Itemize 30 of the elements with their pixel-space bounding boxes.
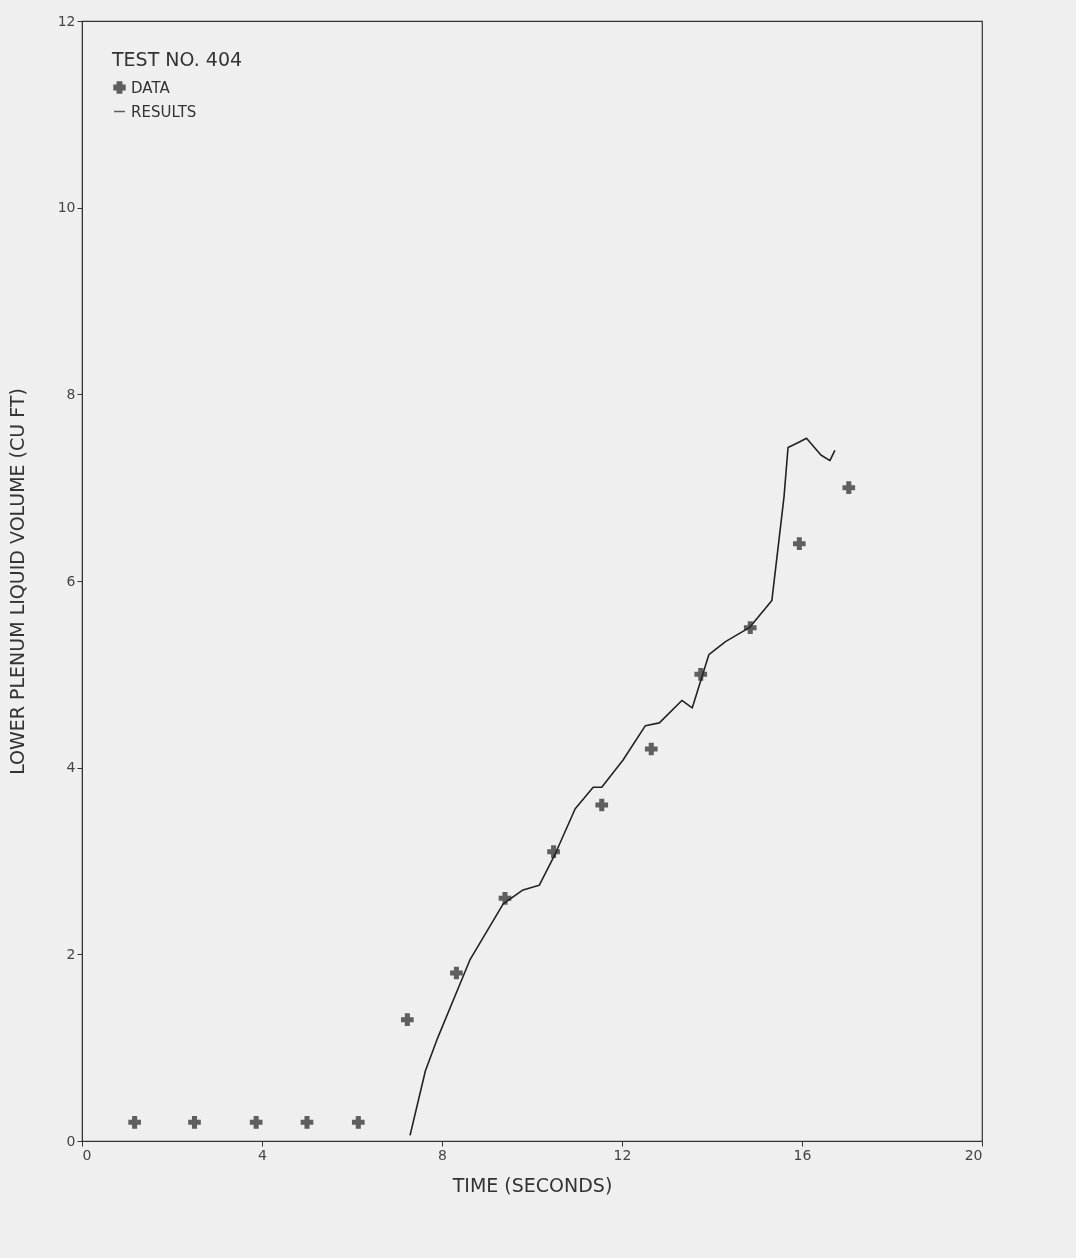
point <box>842 481 856 494</box>
point <box>792 537 806 550</box>
y-tick-label: 10 <box>57 199 76 216</box>
point <box>300 1116 314 1129</box>
y-tick-label: 4 <box>66 759 76 776</box>
point <box>128 1116 141 1129</box>
point <box>351 1116 365 1129</box>
y-tick-label: 12 <box>57 12 76 29</box>
x-tick-label: 0 <box>82 1146 92 1163</box>
line-series <box>409 437 836 1137</box>
point <box>644 742 658 756</box>
y-tick-label: 8 <box>66 385 76 402</box>
point <box>188 1116 201 1129</box>
legend-label: DATA <box>131 78 171 97</box>
point <box>401 1013 414 1026</box>
point <box>249 1116 263 1129</box>
x-axis-title: TIME (SECONDS) <box>451 1173 613 1196</box>
x-tick-label: 4 <box>258 1146 268 1163</box>
point <box>450 966 463 980</box>
legend-title: TEST NO. 404 <box>111 48 243 70</box>
y-axis-title: LOWER PLENUM LIQUID VOLUME (CU FT) <box>5 388 28 775</box>
y-tick-label: 2 <box>66 945 76 962</box>
x-tick-label: 8 <box>438 1146 447 1163</box>
y-tick-label: 6 <box>66 572 76 589</box>
x-tick-label: 16 <box>793 1146 812 1163</box>
y-tick-label: 0 <box>66 1132 76 1149</box>
point <box>595 798 609 812</box>
x-tick-label: 12 <box>613 1146 632 1163</box>
legend-label: RESULTS <box>131 102 197 121</box>
x-tick-label: 20 <box>964 1146 983 1163</box>
